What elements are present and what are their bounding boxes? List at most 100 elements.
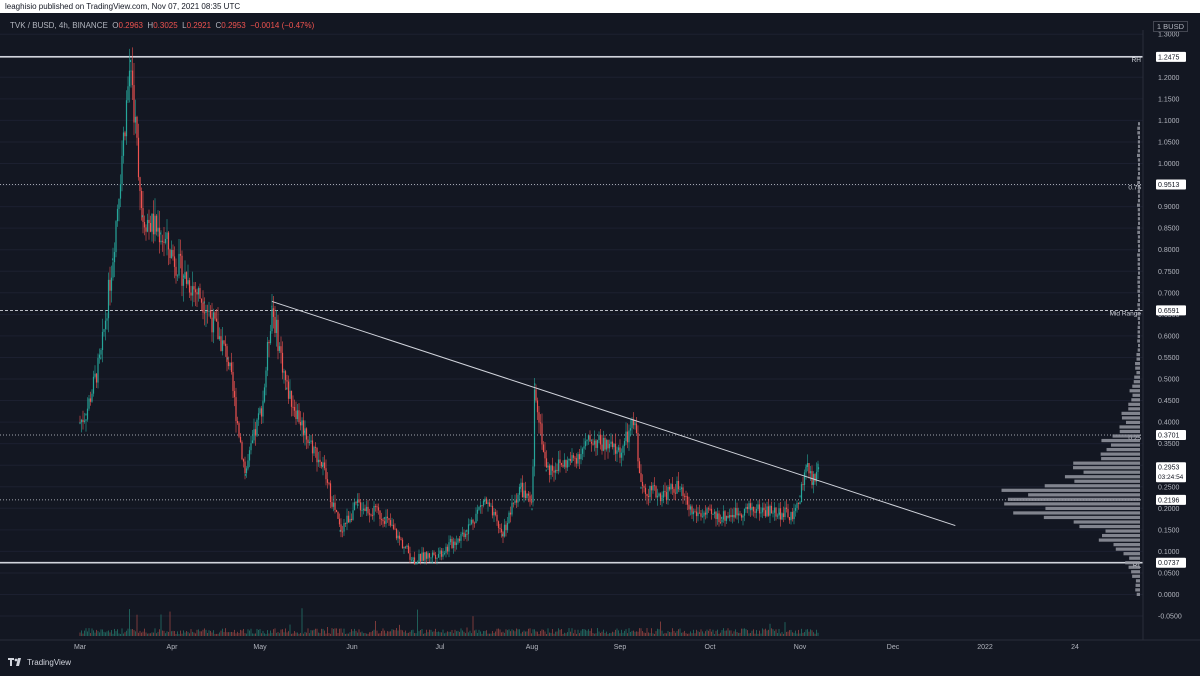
candle-body (147, 220, 148, 232)
candle-body (279, 346, 280, 351)
candle-body (679, 489, 680, 490)
profile-row-70 (1137, 276, 1140, 279)
candle-253 (459, 536, 460, 543)
candle-body (481, 505, 482, 506)
candle-102 (232, 362, 233, 398)
candle-151 (306, 427, 307, 449)
volume-bar-55 (162, 631, 163, 636)
candle-453 (759, 500, 760, 521)
candle-97 (225, 336, 226, 357)
profile-row-79 (1138, 235, 1140, 238)
volume-bar-329 (573, 633, 574, 636)
volume-bar-196 (374, 630, 375, 636)
volume-bar-1 (81, 630, 82, 636)
volume-bar-374 (641, 628, 642, 636)
candle-body (351, 519, 352, 520)
volume-bar-202 (383, 628, 384, 636)
candle-327 (570, 452, 571, 465)
profile-row-38 (1126, 421, 1140, 424)
volume-bar-365 (627, 633, 628, 636)
y-tick-label-14: 0.6000 (1158, 333, 1180, 340)
volume-bar-174 (341, 628, 342, 636)
volume-bar-226 (419, 631, 420, 636)
candle-255 (462, 527, 463, 536)
symbol-legend: TVK / BUSD, 4h, BINANCE O0.2963 H0.3025 … (10, 21, 314, 30)
candle-95 (222, 327, 223, 355)
profile-row-96 (1138, 158, 1140, 161)
profile-row-103 (1137, 127, 1140, 130)
candle-366 (628, 425, 629, 451)
volume-bar-460 (770, 624, 771, 636)
candle-7 (90, 392, 91, 406)
candle-167 (330, 480, 331, 508)
volume-bar-195 (372, 631, 373, 636)
volume-bar-390 (665, 633, 666, 636)
profile-row-45 (1130, 389, 1140, 392)
volume-bar-142 (293, 633, 294, 636)
y-tick-label-15: 0.5500 (1158, 355, 1180, 362)
candle-body (738, 514, 739, 516)
volume-bar-306 (539, 634, 540, 636)
candle-body (150, 223, 151, 232)
tradingview-brand[interactable]: TradingView (8, 657, 71, 667)
price-badge-2: 0.6591 (1158, 308, 1180, 315)
volume-bar-368 (632, 631, 633, 636)
volume-bar-239 (438, 631, 439, 636)
candle-body (124, 132, 125, 136)
candle-body (523, 491, 524, 498)
candle-body (732, 515, 733, 517)
candle-body (607, 440, 608, 448)
candle-419 (708, 506, 709, 512)
candle-body (445, 547, 446, 553)
volume-bar-176 (344, 629, 345, 636)
candle-body (184, 272, 185, 279)
volume-profile (1002, 122, 1140, 596)
candle-body (601, 445, 602, 451)
tradingview-text: TradingView (27, 658, 71, 667)
volume-bar-409 (693, 630, 694, 636)
volume-bar-403 (684, 631, 685, 636)
candle-body (486, 499, 487, 504)
volume-bar-212 (398, 631, 399, 636)
candle-body (108, 280, 109, 318)
candle-291 (516, 493, 517, 508)
volume-bar-395 (672, 628, 673, 636)
volume-bar-85 (207, 633, 208, 636)
volume-bar-149 (303, 634, 304, 636)
candle-65 (177, 274, 178, 281)
candle-430 (724, 510, 725, 527)
volume-bar-479 (798, 630, 799, 636)
candle-411 (696, 505, 697, 523)
candle-25 (117, 204, 118, 226)
candle-145 (297, 404, 298, 422)
candle-body (712, 514, 713, 515)
candle-body (643, 486, 644, 488)
volume-bar-341 (591, 628, 592, 636)
candle-74 (190, 286, 191, 301)
volume-bar-53 (159, 629, 160, 636)
candle-body (118, 199, 119, 209)
candle-body (567, 460, 568, 467)
candle-101 (231, 353, 232, 375)
candle-248 (451, 536, 452, 549)
candle-186 (358, 493, 359, 503)
volume-bar-150 (305, 632, 306, 636)
candle-body (315, 447, 316, 448)
candle-body (388, 518, 389, 520)
volume-bar-224 (416, 633, 417, 636)
candle-106 (238, 421, 239, 438)
candle-71 (186, 271, 187, 288)
y-tick-label-0: 1.3000 (1158, 32, 1180, 39)
volume-bar-288 (512, 629, 513, 636)
y-tick-label-27: -0.0500 (1158, 614, 1182, 621)
volume-bar-418 (707, 630, 708, 636)
candle-60 (169, 249, 170, 265)
currency-badge[interactable]: 1 BUSD (1153, 21, 1188, 32)
volume-bar-382 (653, 633, 654, 636)
volume-bar-116 (254, 634, 255, 636)
candle-316 (553, 466, 554, 481)
candle-body (751, 507, 752, 510)
profile-row-104 (1138, 122, 1140, 125)
